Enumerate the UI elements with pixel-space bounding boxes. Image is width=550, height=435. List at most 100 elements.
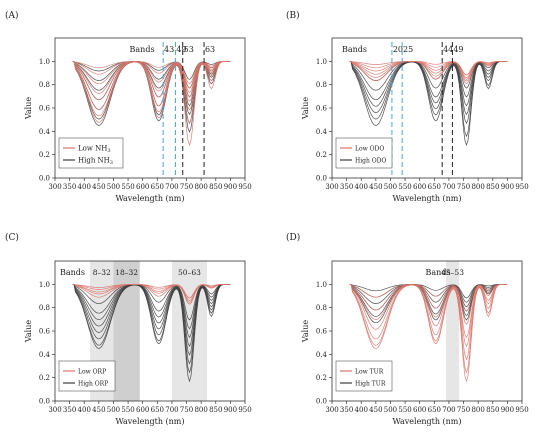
x-tick-label: 750 <box>180 406 193 414</box>
series-line-low <box>72 283 231 305</box>
series-line-high <box>349 60 508 125</box>
x-tick-label: 500 <box>384 406 397 414</box>
panel-label: (C) <box>5 232 19 243</box>
x-tick-label: 700 <box>442 183 455 191</box>
x-tick-label: 850 <box>486 406 499 414</box>
series-line-low <box>349 283 508 325</box>
series-line-high <box>72 283 231 339</box>
band-line-label: 43 <box>164 45 174 54</box>
y-tick-label: 0.6 <box>316 105 328 113</box>
series-line-high <box>72 283 231 383</box>
x-tick-label: 900 <box>224 183 237 191</box>
series-line-high <box>72 283 231 321</box>
legend-box <box>58 360 116 392</box>
band-line-label: 44 <box>443 45 453 54</box>
y-tick-label: 1.0 <box>316 281 327 289</box>
series-line-low <box>349 283 508 339</box>
band-line-label: 49 <box>453 45 463 54</box>
x-tick-label: 950 <box>515 183 528 191</box>
x-tick-label: 950 <box>238 183 251 191</box>
bands-label: Bands <box>60 268 85 277</box>
y-tick-label: 0.4 <box>316 351 328 359</box>
legend-entry-label: Low ODO <box>355 146 384 153</box>
series-line-low <box>72 60 231 147</box>
y-tick-label: 0.2 <box>316 374 327 382</box>
series-line-high <box>72 283 231 356</box>
x-tick-label: 450 <box>92 406 105 414</box>
series-line-low <box>349 60 508 85</box>
y-tick-label: 0.2 <box>39 151 50 159</box>
y-axis-label: Value <box>301 320 310 344</box>
y-tick-label: 1.0 <box>316 58 327 66</box>
x-tick-label: 450 <box>369 406 382 414</box>
y-tick-label: 0.4 <box>316 128 328 136</box>
x-tick-label: 800 <box>471 183 484 191</box>
x-tick-label: 300 <box>325 183 338 191</box>
y-tick-label: 0.0 <box>39 398 50 406</box>
legend-entry-label: High ODO <box>355 158 386 165</box>
x-tick-label: 700 <box>165 183 178 191</box>
x-tick-label: 550 <box>398 406 411 414</box>
legend-entry-label: Low TUR <box>355 369 384 376</box>
x-tick-label: 900 <box>501 406 514 414</box>
y-tick-label: 0.8 <box>316 81 327 89</box>
panel-label: (A) <box>5 10 19 21</box>
legend-entry-subscript: 3 <box>110 160 113 166</box>
x-tick-label: 600 <box>413 406 426 414</box>
x-tick-label: 900 <box>501 183 514 191</box>
x-tick-label: 750 <box>180 183 193 191</box>
y-tick-label: 0.0 <box>316 175 327 183</box>
legend-box <box>58 137 124 169</box>
x-tick-label: 600 <box>413 183 426 191</box>
x-tick-label: 550 <box>121 183 134 191</box>
x-tick-label: 850 <box>486 183 499 191</box>
x-tick-label: 750 <box>457 406 470 414</box>
series-line-high <box>349 60 508 138</box>
x-tick-label: 850 <box>209 183 222 191</box>
legend: Low ORP High ORP <box>58 360 116 392</box>
x-tick-label: 600 <box>136 183 149 191</box>
bands-label: Bands <box>426 268 451 277</box>
legend: Low NH3 High NH3 <box>58 137 124 169</box>
x-axis-label: Wavelength (nm) <box>115 194 184 203</box>
x-tick-label: 350 <box>340 406 353 414</box>
x-tick-label: 800 <box>471 406 484 414</box>
y-tick-label: 1.0 <box>39 281 50 289</box>
y-tick-label: 0.2 <box>39 374 50 382</box>
y-tick-label: 0.6 <box>39 105 51 113</box>
band-region <box>113 261 140 401</box>
legend-entry-label: Low ORP <box>78 369 106 376</box>
y-tick-label: 0.8 <box>39 81 50 89</box>
x-tick-label: 650 <box>151 183 164 191</box>
y-tick-label: 0.4 <box>39 351 51 359</box>
x-tick-label: 800 <box>194 406 207 414</box>
band-region <box>446 261 460 401</box>
x-tick-label: 400 <box>78 183 91 191</box>
bands-label: Bands <box>130 45 155 54</box>
legend-entry-label: High TUR <box>355 381 386 388</box>
x-tick-label: 650 <box>428 406 441 414</box>
panel-c: 8–32 18–32 50–63 Bands 300 350 400 450 500 550 600… <box>5 232 252 426</box>
band-region-label: 8–32 <box>93 268 111 277</box>
band-line-label: 63 <box>205 45 215 54</box>
x-tick-label: 700 <box>442 406 455 414</box>
y-axis-label: Value <box>24 320 33 344</box>
x-tick-label: 700 <box>165 406 178 414</box>
series-line-low <box>349 283 508 361</box>
x-axis-label: Wavelength (nm) <box>115 417 184 426</box>
legend-box <box>335 137 393 169</box>
series-line-high <box>349 60 508 107</box>
y-tick-label: 0.0 <box>39 175 50 183</box>
series-line-high <box>349 60 508 147</box>
panel-b: 20 25 44 49 Bands 300 350 400 450 500 550 600 650 700… <box>286 10 529 203</box>
legend-box <box>335 360 393 392</box>
x-tick-label: 950 <box>238 406 251 414</box>
legend-entry-label: High ORP <box>78 381 108 388</box>
series-line-low <box>72 60 231 125</box>
y-tick-label: 0.8 <box>39 304 50 312</box>
series-line-high <box>72 283 231 330</box>
y-tick-label: 1.0 <box>39 58 50 66</box>
